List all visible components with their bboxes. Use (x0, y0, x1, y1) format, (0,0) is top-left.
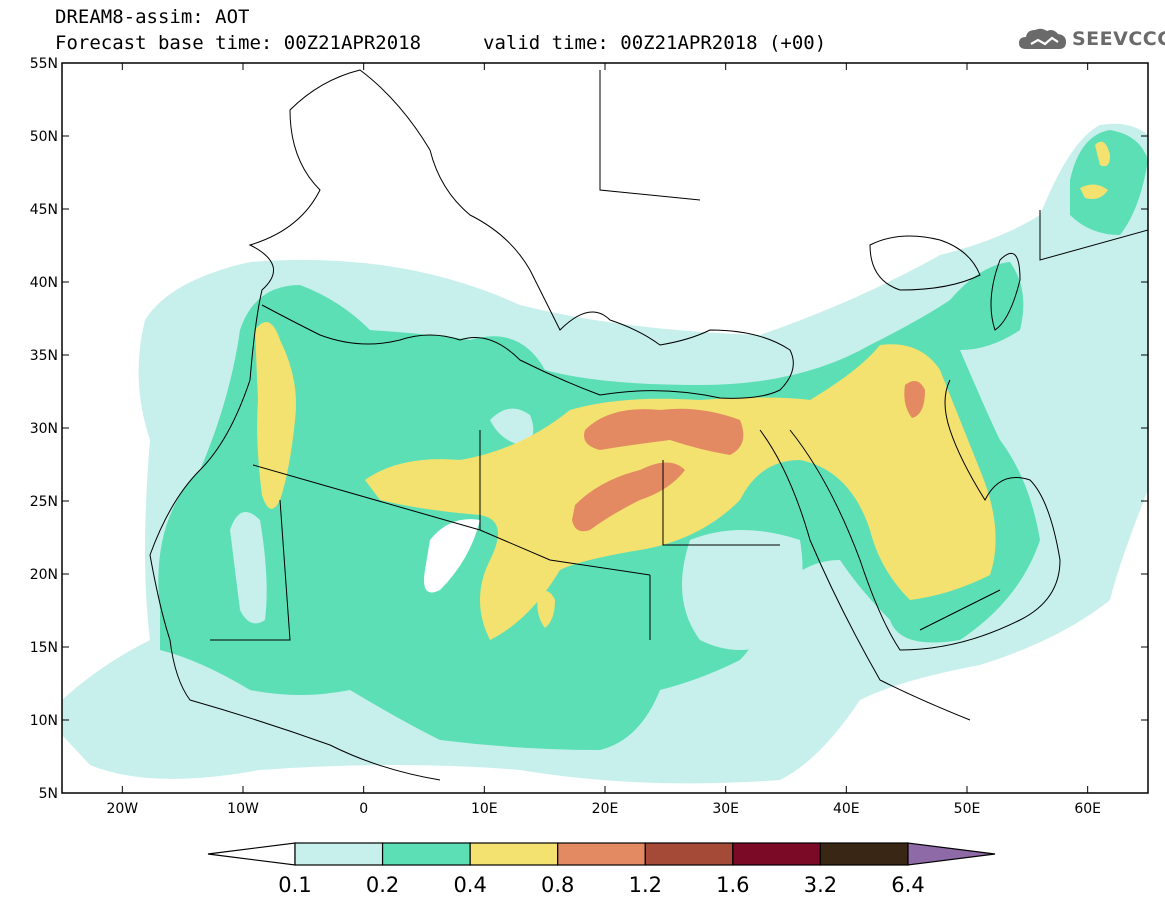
cloud-logo-icon (1019, 28, 1066, 49)
colorbar-label: 0.2 (366, 873, 399, 897)
lon-tick-label: 20W (106, 801, 138, 817)
lon-tick-label: 40E (833, 801, 860, 817)
coastlines-and-borders (149, 69, 1148, 781)
lon-tick-label: 0 (359, 801, 368, 817)
aot-level-0.4-main (365, 344, 996, 640)
lat-tick-label: 25N (30, 494, 58, 510)
map-axes: 20W 10W 0 10E 20E 30E 40E 50E 60E 5N 10N 15N 20N 25N 3… (30, 56, 1148, 817)
lon-tick-label: 50E (954, 801, 981, 817)
border-line-4 (662, 460, 780, 546)
coastline-caspian (990, 252, 1021, 331)
colorbar-label: 6.4 (891, 873, 924, 897)
aot-level-0.8-iraq (904, 381, 925, 418)
aot-level-0.1-hole-1 (230, 512, 267, 624)
title-line-1: DREAM8-assim: AOT (55, 6, 250, 28)
border-line-7 (1039, 210, 1148, 261)
colorbar-label: 3.2 (804, 873, 837, 897)
aot-level-0.4-blob-1 (537, 591, 555, 628)
coastline-red-sea (759, 429, 971, 721)
colorbar-swatch-0 (294, 842, 384, 866)
lon-tick-label: 10E (471, 801, 498, 817)
lat-tick-label: 40N (30, 275, 58, 291)
border-line-6 (919, 589, 1001, 631)
aot-field-layer (62, 63, 1148, 793)
lat-tick-label: 35N (30, 348, 58, 364)
title-line-3: valid time: 00Z21APR2018 (+00) (483, 32, 827, 54)
coastline-black-sea (869, 235, 981, 291)
lat-tick-label: 55N (30, 56, 58, 72)
colorbar-label: 0.8 (541, 873, 574, 897)
colorbar-swatch-4 (644, 842, 734, 866)
title-line-2: Forecast base time: 00Z21APR2018 (55, 32, 422, 54)
colorbar-label: 0.4 (453, 873, 486, 897)
aot-level-0.2-caspian (1070, 130, 1148, 235)
aot-level-0.1-hole-3 (424, 519, 480, 593)
lat-tick-label: 10N (30, 713, 58, 729)
colorbar-swatch-5 (732, 842, 822, 866)
lon-tick-label: 60E (1074, 801, 1101, 817)
aot-level-0.4 (255, 322, 296, 509)
colorbar-swatch-1 (381, 842, 471, 866)
logo: SEEVCCC (1018, 24, 1165, 54)
aot-level-0.1-hole-2 (682, 530, 803, 650)
colorbar-swatch-6 (819, 842, 909, 866)
lon-tick-label: 10W (227, 801, 259, 817)
colorbar-label: 0.1 (278, 873, 311, 897)
lat-tick-label: 50N (30, 129, 58, 145)
colorbar-label: 1.6 (716, 873, 749, 897)
lat-tick-label: 5N (39, 786, 58, 802)
colorbar-swatch-2 (469, 842, 559, 866)
lat-tick-label: 20N (30, 567, 58, 583)
colorbar-label: 1.2 (629, 873, 662, 897)
border-line-1 (252, 464, 651, 576)
lon-tick-label: 20E (592, 801, 619, 817)
lat-tick-label: 15N (30, 640, 58, 656)
colorbar-overflow-arrow (907, 842, 996, 866)
aot-level-0.4-blob-2 (1095, 141, 1110, 167)
aot-level-0.8-south (572, 462, 685, 532)
logo-text: SEEVCCC (1072, 28, 1165, 50)
colorbar-underflow-arrow (207, 842, 296, 866)
lat-tick-label: 45N (30, 202, 58, 218)
aot-level-0.4-blob-3 (1080, 184, 1108, 199)
border-line-2 (210, 499, 291, 641)
colorbar-swatch-3 (557, 842, 646, 866)
border-line-8 (599, 70, 701, 201)
lon-tick-label: 30E (712, 801, 739, 817)
coastline-europe (149, 69, 794, 556)
coastline-arabia (789, 379, 1061, 651)
colorbar-group: 0.1 0.2 0.4 0.8 1.2 1.6 3.2 6.4 (207, 842, 996, 897)
coastline-africa-west (149, 554, 441, 781)
aot-level-0.1-hole-4 (490, 408, 534, 445)
lat-tick-label: 30N (30, 421, 58, 437)
aot-level-0.8-north (584, 408, 744, 455)
